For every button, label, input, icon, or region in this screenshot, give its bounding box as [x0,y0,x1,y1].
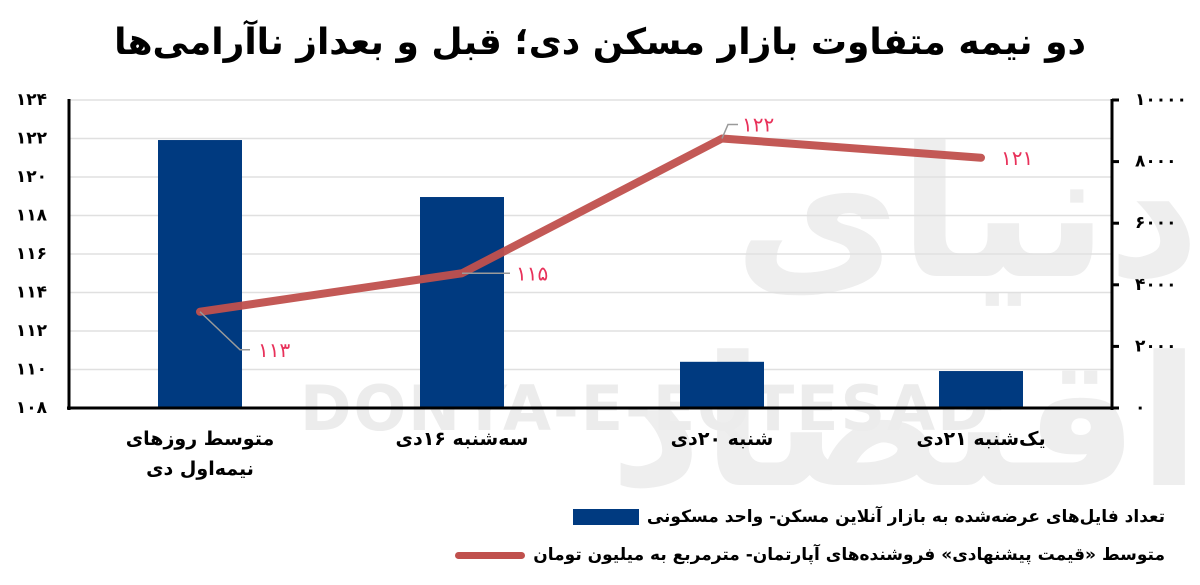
leader-line [721,123,738,139]
watermark-persian: دنیای اقتصاد [609,110,1200,528]
category-label-line1: یک‌شنبه ۲۱دی [916,428,1046,450]
left-tick-label: ۱۱۶ [16,244,47,264]
left-tick-label: ۱۲۲ [16,129,48,149]
axes [67,98,1119,410]
legend-label-bar: تعداد فایل‌های عرضه‌شده به بازار آنلاین … [646,507,1165,527]
right-tick-label: ۲۰۰۰ [1135,336,1177,356]
price-line [196,134,985,316]
point-label: ۱۱۵ [516,261,548,285]
category-label-line2: نیمه‌اول دی [146,458,254,480]
right-tick-label: ۴۰۰۰ [1135,275,1177,295]
legend-item-line: متوسط «قیمت پیشنهادی» فروشنده‌های آپارتم… [455,545,1165,565]
category-label-line1: شنبه ۲۰دی [670,428,774,450]
category-label: یک‌شنبه ۲۱دی [871,424,1091,454]
bar [420,197,504,408]
category-label: شنبه ۲۰دی [612,424,832,454]
point-labels: ۱۱۳ ۱۱۵ ۱۲۲ ۱۲۱ [199,113,1033,362]
point-label: ۱۲۲ [742,113,774,137]
left-tick-label: ۱۱۲ [16,321,48,341]
point-label: ۱۲۱ [1001,146,1033,170]
bar [680,361,764,408]
left-tick-label: ۱۰۸ [16,398,48,418]
right-tick-label: ۰ [1135,398,1145,418]
category-label-line1: سه‌شنبه ۱۶دی [395,428,529,450]
chart-title: دو نیمه متفاوت بازار مسکن دی؛ قبل و بعدا… [114,22,1086,63]
legend-item-bar: تعداد فایل‌های عرضه‌شده به بازار آنلاین … [572,507,1165,527]
legend-swatch-line [455,551,526,559]
point-label: ۱۱۳ [258,338,290,362]
tick-labels: ۱۰۸ ۱۱۰ ۱۱۲ ۱۱۴ ۱۱۶ ۱۱۸ ۱۲۰ ۱۲۲ ۱۲۴ ۰ ۲۰۰۰ ۴۰۰۰ ۶۰۰۰… [16,90,1187,418]
category-label-line1: متوسط روزهای [125,428,275,450]
left-tick-label: ۱۱۰ [16,360,47,380]
left-tick-label: ۱۱۴ [16,283,47,303]
right-tick-label: ۸۰۰۰ [1135,152,1177,172]
leader-line [199,311,250,351]
right-tick-label: ۶۰۰۰ [1135,213,1177,233]
bar [158,140,242,409]
left-tick-label: ۱۱۸ [16,206,48,226]
legend-label-line: متوسط «قیمت پیشنهادی» فروشنده‌های آپارتم… [533,545,1165,565]
left-tick-label: ۱۲۴ [16,90,47,110]
bar-series [158,140,1023,409]
line-series [196,134,985,316]
legend-swatch-bar [572,509,639,525]
category-label: سه‌شنبه ۱۶دی [352,424,572,454]
bar [939,371,1023,408]
left-tick-label: ۱۲۰ [16,167,47,187]
category-label: متوسط روزهای نیمه‌اول دی [90,424,310,484]
right-tick-label: ۱۰۰۰۰ [1135,90,1187,110]
